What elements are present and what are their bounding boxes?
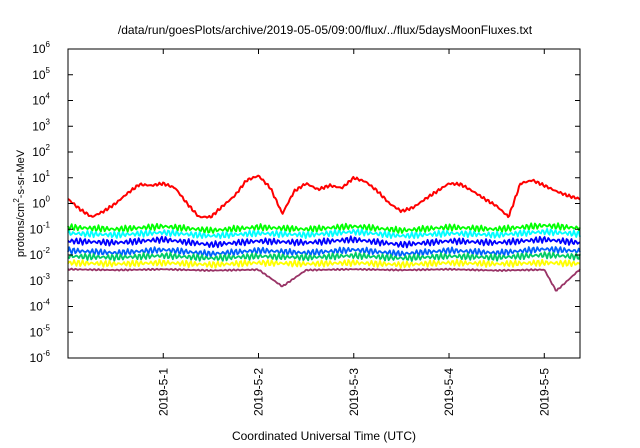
y-tick-label: 10-6 xyxy=(30,349,51,365)
series-line xyxy=(67,246,581,258)
series-line xyxy=(67,235,581,249)
y-tick-base: 10 xyxy=(30,351,44,365)
x-tick-label: 2019-5-5 xyxy=(537,368,551,416)
x-tick-label: 2019-5-2 xyxy=(252,368,266,416)
y-tick-label: 10-4 xyxy=(30,298,51,314)
y-tick-exponent: 1 xyxy=(46,169,51,178)
y-axis-label-sup: 2 xyxy=(12,198,21,203)
y-axis-label-base: protons/cm xyxy=(15,203,27,257)
y-axis-label-rest: -s-sr-MeV xyxy=(15,149,27,198)
y-tick-label: 104 xyxy=(32,92,50,108)
y-tick-exponent: 0 xyxy=(46,195,51,204)
y-tick-exponent: 5 xyxy=(46,66,51,75)
y-tick-exponent: -1 xyxy=(43,220,51,229)
y-tick-base: 10 xyxy=(30,300,44,314)
y-tick-label: 105 xyxy=(32,66,50,82)
y-tick-label: 103 xyxy=(32,117,50,133)
y-tick-base: 10 xyxy=(32,42,46,56)
y-tick-base: 10 xyxy=(32,145,46,159)
y-axis-label: protons/cm2-s-sr-MeV xyxy=(12,149,27,257)
y-tick-base: 10 xyxy=(32,171,46,185)
x-tick-label: 2019-5-4 xyxy=(442,368,456,416)
y-tick-exponent: -3 xyxy=(43,272,51,281)
series-line xyxy=(67,251,581,263)
y-tick-exponent: -6 xyxy=(43,349,51,358)
y-tick-base: 10 xyxy=(32,197,46,211)
y-tick-label: 10-2 xyxy=(30,246,51,262)
y-tick-base: 10 xyxy=(30,248,44,262)
y-tick-label: 102 xyxy=(32,143,50,159)
series-line xyxy=(67,227,581,240)
y-axis-ticks: 10-610-510-410-310-210-11001011021031041… xyxy=(30,40,580,365)
y-tick-base: 10 xyxy=(32,94,46,108)
y-tick-exponent: -4 xyxy=(43,298,51,307)
y-tick-base: 10 xyxy=(30,325,44,339)
y-tick-exponent: 4 xyxy=(46,92,51,101)
series-line xyxy=(67,258,581,269)
y-tick-label: 10-3 xyxy=(30,272,51,288)
y-tick-exponent: 3 xyxy=(46,117,51,126)
plot-series xyxy=(67,174,581,292)
y-tick-exponent: 6 xyxy=(46,40,51,49)
series-line xyxy=(67,222,581,235)
y-tick-base: 10 xyxy=(30,274,44,288)
y-tick-label: 10-5 xyxy=(30,323,51,339)
x-axis-ticks: 2019-5-1 2019-5-2 2019-5-3 2019-5-4 2019-5-5 xyxy=(156,49,551,416)
y-tick-exponent: 2 xyxy=(46,143,51,152)
y-tick-exponent: -5 xyxy=(43,323,51,332)
y-tick-label: 10-1 xyxy=(30,220,51,236)
y-tick-label: 101 xyxy=(32,169,50,185)
series-line xyxy=(67,267,581,292)
x-tick-label: 2019-5-1 xyxy=(156,368,170,416)
y-tick-exponent: -2 xyxy=(43,246,51,255)
chart-title: /data/run/goesPlots/archive/2019-05-05/0… xyxy=(118,23,533,37)
x-axis-label: Coordinated Universal Time (UTC) xyxy=(232,429,416,443)
series-line xyxy=(67,174,581,219)
y-tick-label: 106 xyxy=(32,40,50,56)
y-tick-label: 100 xyxy=(32,195,50,211)
y-tick-base: 10 xyxy=(32,119,46,133)
plot-frame xyxy=(67,48,581,359)
x-tick-label: 2019-5-3 xyxy=(347,368,361,416)
y-tick-base: 10 xyxy=(30,222,44,236)
y-tick-base: 10 xyxy=(32,68,46,82)
